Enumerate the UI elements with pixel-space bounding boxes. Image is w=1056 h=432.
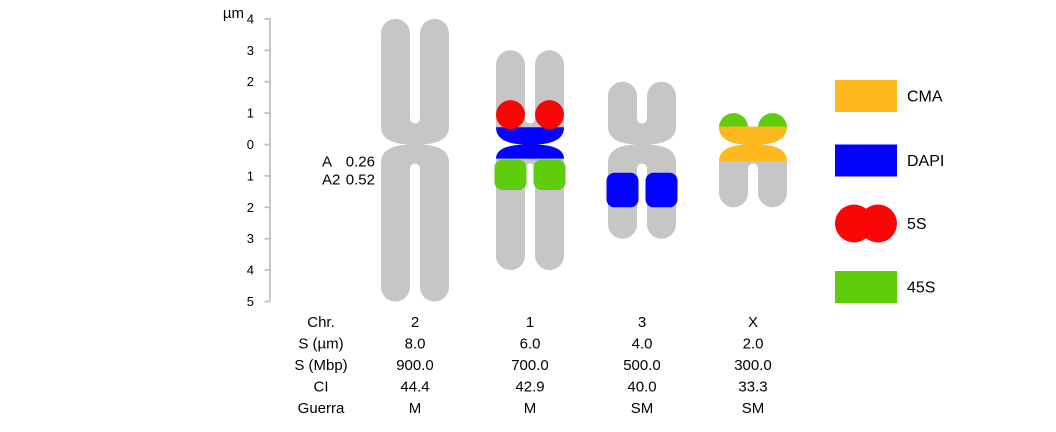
legend-swatch-5s bbox=[859, 204, 897, 243]
table-cell: SM bbox=[742, 400, 765, 417]
mark-5s-circle bbox=[496, 100, 525, 130]
table-cell: 2 bbox=[411, 314, 419, 331]
table-row-label: Guerra bbox=[298, 400, 345, 417]
mark-dapi-band bbox=[645, 172, 678, 208]
table-row-label: S (Mbp) bbox=[294, 357, 347, 374]
chromatid-pair-long-arm bbox=[608, 144, 676, 239]
table-cell: X bbox=[748, 314, 758, 331]
axis-unit-label: µm bbox=[223, 5, 244, 22]
table-cell: 2.0 bbox=[743, 336, 764, 353]
legend-label: DAPI bbox=[907, 153, 944, 170]
chromosome-1 bbox=[494, 50, 566, 271]
table-cell: M bbox=[524, 400, 537, 417]
chromatid-pair-long-arm bbox=[381, 144, 449, 302]
asymmetry-label: A2 bbox=[322, 172, 340, 189]
y-axis-tick-label: 2 bbox=[247, 74, 254, 89]
table-cell: 33.3 bbox=[738, 379, 767, 396]
mark-dapi-centromere-bottom bbox=[496, 144, 564, 159]
table-cell: 42.9 bbox=[515, 379, 544, 396]
table-cell: 500.0 bbox=[623, 357, 661, 374]
asymmetry-value: 0.26 bbox=[346, 154, 375, 171]
table-cell: 4.0 bbox=[632, 336, 653, 353]
chromosome-X bbox=[719, 113, 787, 208]
asymmetry-annotations: A 0.26 A2 0.52 bbox=[322, 154, 375, 189]
y-axis-tick-label: 4 bbox=[247, 11, 254, 26]
y-axis-tick-label: 3 bbox=[247, 43, 254, 58]
y-axis: 4 3 2 1 0 1 2 3 4 5 bbox=[247, 11, 271, 309]
table-cell: 8.0 bbox=[405, 336, 426, 353]
chromosome-3 bbox=[606, 81, 678, 239]
y-axis-tick-label: 0 bbox=[247, 137, 254, 152]
table-row-label: Chr. bbox=[307, 314, 335, 331]
legend-swatch-45s bbox=[835, 271, 897, 303]
legend-label: CMA bbox=[907, 89, 943, 106]
table-cell: 700.0 bbox=[511, 357, 549, 374]
legend-swatch-dapi bbox=[835, 144, 897, 177]
table-cell: 300.0 bbox=[734, 357, 772, 374]
mark-45s-band bbox=[533, 159, 566, 191]
mark-45s-band bbox=[494, 159, 527, 191]
table-cell: 6.0 bbox=[520, 336, 541, 353]
table-cell: 44.4 bbox=[400, 379, 429, 396]
legend: CMA DAPI 5S 45S bbox=[835, 80, 944, 303]
y-axis-tick-label: 3 bbox=[247, 231, 254, 246]
mark-5s-circle bbox=[535, 100, 564, 130]
table-cell: 1 bbox=[526, 314, 534, 331]
legend-label: 45S bbox=[907, 280, 935, 297]
table-cell: 40.0 bbox=[627, 379, 656, 396]
asymmetry-label: A bbox=[322, 154, 332, 171]
table-cell: 3 bbox=[638, 314, 646, 331]
data-table: Chr. S (µm) S (Mbp) CI Guerra 2 8.0 900.0 44.4 M 1… bbox=[294, 314, 771, 417]
y-axis-tick-label: 1 bbox=[247, 106, 254, 121]
mark-cma-centromere-bottom bbox=[719, 144, 787, 162]
mark-dapi-centromere-top bbox=[496, 127, 564, 145]
y-axis-tick-label: 1 bbox=[247, 168, 254, 183]
asymmetry-value: 0.52 bbox=[346, 172, 375, 189]
table-cell: 900.0 bbox=[396, 357, 434, 374]
chromosome-2 bbox=[381, 18, 449, 302]
y-axis-tick-label: 4 bbox=[247, 263, 254, 278]
legend-swatch-cma bbox=[835, 80, 897, 112]
table-row-label: CI bbox=[314, 379, 329, 396]
mark-cma-centromere-top bbox=[719, 126, 787, 145]
table-row-label: S (µm) bbox=[298, 336, 343, 353]
chromatid-pair-short-arm bbox=[608, 81, 676, 145]
legend-label: 5S bbox=[907, 216, 927, 233]
y-axis-tick-label: 5 bbox=[247, 294, 254, 309]
table-cell: SM bbox=[631, 400, 654, 417]
y-axis-tick-label: 2 bbox=[247, 200, 254, 215]
chromatid-pair-short-arm bbox=[381, 18, 449, 145]
table-cell: M bbox=[409, 400, 422, 417]
mark-dapi-band bbox=[606, 172, 639, 208]
